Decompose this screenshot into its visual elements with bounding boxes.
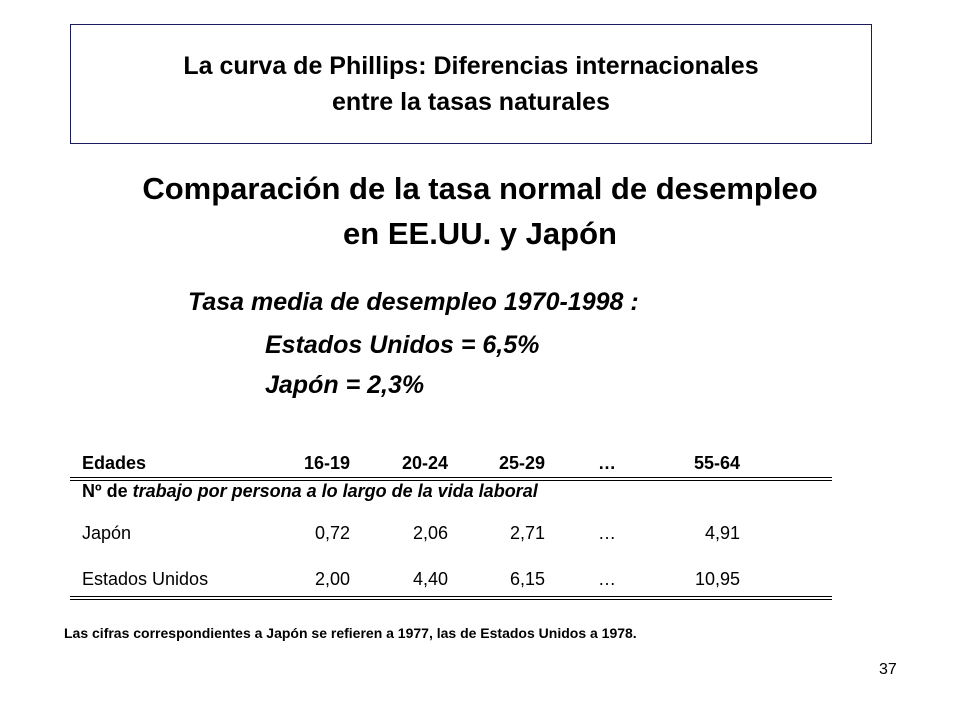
table-cell: 2,71 — [509, 523, 545, 543]
average-rate-japan: Japón = 2,3% — [265, 371, 425, 399]
page-number: 37 — [879, 661, 897, 678]
table-row: Japón 0,72 2,06 2,71 … 4,91 — [82, 519, 832, 547]
table-rule-bottom-2 — [70, 599, 832, 600]
sublabel-prefix: Nº de — [82, 481, 133, 501]
table-cell: 2,00 — [314, 569, 350, 589]
table-header-cell: 25-29 — [498, 453, 545, 473]
table-cell-country: Estados Unidos — [82, 569, 209, 589]
table-cell: 0,72 — [314, 523, 350, 543]
table-row: Estados Unidos 2,00 4,40 6,15 … 10,95 — [82, 565, 832, 593]
table-cell: 2,06 — [412, 523, 448, 543]
work-spells-table: Edades 16-19 20-24 25-29 … 55-64 Nº de t… — [70, 449, 832, 600]
slide-subtitle: Comparación de la tasa normal de desempl… — [0, 166, 960, 256]
table-header-cell: 16-19 — [303, 453, 350, 473]
table-cell: … — [598, 523, 616, 543]
table-cell: 10,95 — [694, 569, 740, 589]
subtitle-line-2: en EE.UU. y Japón — [343, 216, 617, 251]
table-cell: 6,15 — [509, 569, 545, 589]
average-rate-us: Estados Unidos = 6,5% — [265, 331, 540, 359]
table-header-cell: … — [598, 453, 616, 473]
table-rule-top-1 — [70, 477, 832, 478]
table-header-row: Edades 16-19 20-24 25-29 … 55-64 — [82, 449, 832, 477]
table-header-cell: Edades — [82, 453, 147, 473]
table-cell: … — [598, 569, 616, 589]
slide-title-line-1: La curva de Phillips: Diferencias intern… — [183, 52, 759, 80]
table-sublabel: Nº de trabajo por persona a lo largo de … — [82, 477, 538, 505]
sublabel-italic: trabajo por persona a lo largo de la vid… — [132, 481, 538, 501]
table-sublabel-row: Nº de trabajo por persona a lo largo de … — [82, 477, 832, 505]
slide-title-line-2: entre la tasas naturales — [332, 88, 610, 116]
table-header-cell: 20-24 — [401, 453, 448, 473]
table-rule-top-2 — [70, 480, 832, 481]
table-header-cell: 55-64 — [693, 453, 740, 473]
table-rule-bottom-1 — [70, 596, 832, 597]
table-cell: 4,40 — [412, 569, 448, 589]
slide-title-box: La curva de Phillips: Diferencias intern… — [70, 24, 872, 144]
table-cell: 4,91 — [704, 523, 740, 543]
average-rate-heading: Tasa media de desempleo 1970-1998 : — [188, 288, 639, 316]
table-cell-country: Japón — [82, 523, 132, 543]
table-footnote: Las cifras correspondientes a Japón se r… — [64, 625, 637, 641]
subtitle-line-1: Comparación de la tasa normal de desempl… — [142, 171, 818, 206]
